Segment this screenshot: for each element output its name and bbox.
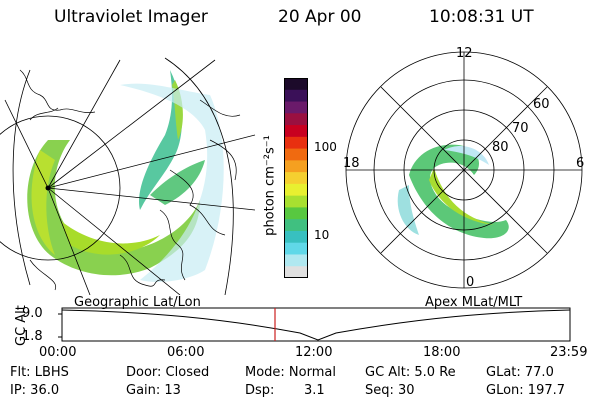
colorbar-segment [284,242,308,255]
info-flt: Flt: LBHS [10,365,69,380]
info-glon: GLon: 197.7 [486,383,566,398]
map-caption: Geographic Lat/Lon [74,295,201,310]
alt-ytick-1-8: 1.8 [22,329,43,344]
info-door: Door: Closed [126,365,210,380]
xtick-0600: 06:00 [167,345,205,360]
xtick-1200: 12:00 [295,345,333,360]
mlt-label-6: 6 [576,156,585,171]
date-label: 20 Apr 00 [278,7,362,27]
colorbar-segment [284,266,308,278]
colorbar-segment [284,78,308,91]
info-gain: Gain: 13 [126,383,181,398]
colorbar-tick-100: 100 [314,140,337,154]
alt-ytick-9: 9.0 [22,306,43,321]
colorbar-segment [284,136,308,150]
info-seq: Seq: 30 [365,383,415,398]
mlt-label-12: 12 [456,46,473,61]
colorbar-segment [284,230,308,244]
mlat-label-60: 60 [533,97,550,112]
colorbar-segment [284,172,308,185]
colorbar-segment [284,113,308,126]
colorbar-segment [284,219,308,232]
geographic-auroral-image [0,57,256,295]
colorbar-unit-label: photon cm⁻²s⁻¹ [262,135,278,236]
colorbar-segment [284,160,308,173]
info-dsp-label: Dsp: [245,383,275,398]
info-dsp-value: 3.1 [304,383,325,398]
xtick-2359: 23:59 [550,345,588,360]
info-mode: Mode: Normal [245,365,336,380]
polar-mlat-mlt-plot [345,51,583,289]
polar-caption: Apex MLat/MLT [425,295,523,310]
colorbar-tick-10: 10 [314,228,330,242]
colorbar-segment [284,183,308,197]
xtick-1800: 18:00 [423,345,461,360]
colorbar-segment [284,89,308,103]
info-gc-alt: GC Alt: 5.0 Re [365,365,456,380]
instrument-title: Ultraviolet Imager [54,7,208,27]
mlt-label-18: 18 [343,156,360,171]
time-label: 10:08:31 UT [429,7,534,27]
xtick-0000: 00:00 [39,345,77,360]
info-ip: IP: 36.0 [10,383,60,398]
colorbar-segment [284,125,308,138]
colorbar [284,78,308,278]
info-glat: GLat: 77.0 [486,365,554,380]
colorbar-segment [284,101,308,114]
mlat-label-70: 70 [512,121,529,136]
mlt-label-0: 0 [466,275,475,290]
colorbar-segment [284,148,308,161]
mlat-label-80: 80 [492,140,509,155]
colorbar-segment [284,195,308,208]
altitude-plot [58,307,571,342]
colorbar-segment [284,207,308,220]
colorbar-segment [284,254,308,267]
